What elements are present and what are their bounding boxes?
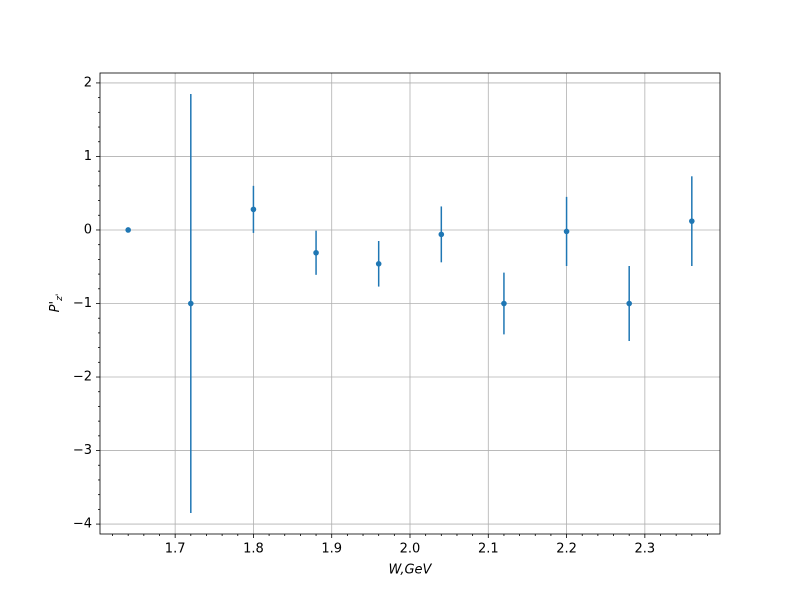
x-tick-label: 1.7	[165, 542, 186, 557]
y-tick-label: 2	[84, 75, 92, 90]
x-tick-label: 2.3	[635, 542, 656, 557]
x-axis-label: W,GeV	[389, 563, 433, 578]
y-tick-label: 1	[84, 149, 92, 164]
data-point	[313, 249, 319, 256]
data-point	[375, 260, 382, 267]
data-point	[188, 300, 194, 307]
x-tick-label: 2.0	[400, 542, 421, 557]
x-tick-label: 1.9	[321, 542, 342, 557]
y-tick-label: 0	[84, 222, 92, 237]
y-axis-label-main: P'	[48, 301, 63, 312]
x-tick-label: 1.8	[243, 542, 264, 557]
plot-frame	[99, 72, 721, 535]
data-point	[626, 300, 632, 307]
data-point	[250, 206, 257, 213]
data-point	[563, 228, 570, 235]
y-tick-label: −3	[73, 443, 92, 458]
data-point	[438, 231, 445, 238]
data-point	[689, 218, 695, 224]
x-tick-label: 2.1	[478, 542, 499, 557]
data-point	[501, 300, 507, 307]
x-tick-label: 2.2	[556, 542, 577, 557]
y-tick-label: −1	[73, 296, 92, 311]
y-axis-label: P'z'	[48, 294, 65, 313]
y-tick-label: −4	[73, 517, 92, 532]
y-axis-label-subscript: z'	[55, 294, 65, 302]
y-tick-label: −2	[73, 370, 92, 385]
data-point	[125, 227, 131, 233]
